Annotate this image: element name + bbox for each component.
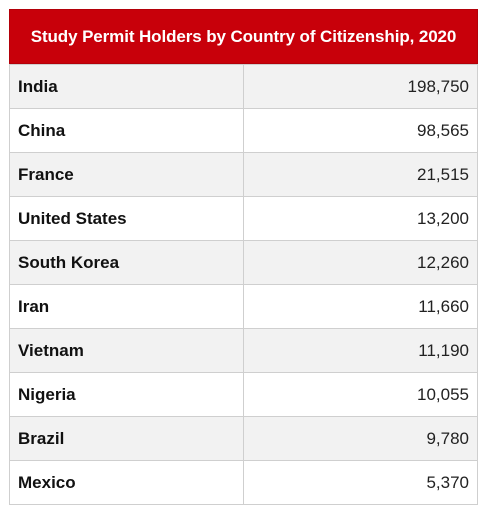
table-row: Brazil 9,780 xyxy=(9,416,478,461)
country-cell: Mexico xyxy=(9,460,244,505)
table-row: Vietnam 11,190 xyxy=(9,328,478,373)
data-table: India 198,750 China 98,565 France 21,515 Unite… xyxy=(9,64,478,505)
table-row: Nigeria 10,055 xyxy=(9,372,478,417)
data-table-container: Study Permit Holders by Country of Citiz… xyxy=(9,9,478,505)
table-row: France 21,515 xyxy=(9,152,478,197)
value-cell: 198,750 xyxy=(243,64,478,109)
country-cell: Nigeria xyxy=(9,372,244,417)
country-cell: China xyxy=(9,108,244,153)
value-cell: 10,055 xyxy=(243,372,478,417)
table-row: Iran 11,660 xyxy=(9,284,478,329)
country-cell: Vietnam xyxy=(9,328,244,373)
value-cell: 98,565 xyxy=(243,108,478,153)
table-body: India 198,750 China 98,565 France 21,515 Unite… xyxy=(9,64,478,505)
value-cell: 11,660 xyxy=(243,284,478,329)
table-title: Study Permit Holders by Country of Citiz… xyxy=(9,9,478,64)
country-cell: South Korea xyxy=(9,240,244,285)
country-cell: India xyxy=(9,64,244,109)
country-cell: Brazil xyxy=(9,416,244,461)
table-row: South Korea 12,260 xyxy=(9,240,478,285)
country-cell: Iran xyxy=(9,284,244,329)
value-cell: 12,260 xyxy=(243,240,478,285)
value-cell: 9,780 xyxy=(243,416,478,461)
value-cell: 11,190 xyxy=(243,328,478,373)
table-row: India 198,750 xyxy=(9,64,478,109)
table-row: United States 13,200 xyxy=(9,196,478,241)
country-cell: United States xyxy=(9,196,244,241)
table-row: Mexico 5,370 xyxy=(9,460,478,505)
value-cell: 5,370 xyxy=(243,460,478,505)
country-cell: France xyxy=(9,152,244,197)
value-cell: 21,515 xyxy=(243,152,478,197)
value-cell: 13,200 xyxy=(243,196,478,241)
table-row: China 98,565 xyxy=(9,108,478,153)
